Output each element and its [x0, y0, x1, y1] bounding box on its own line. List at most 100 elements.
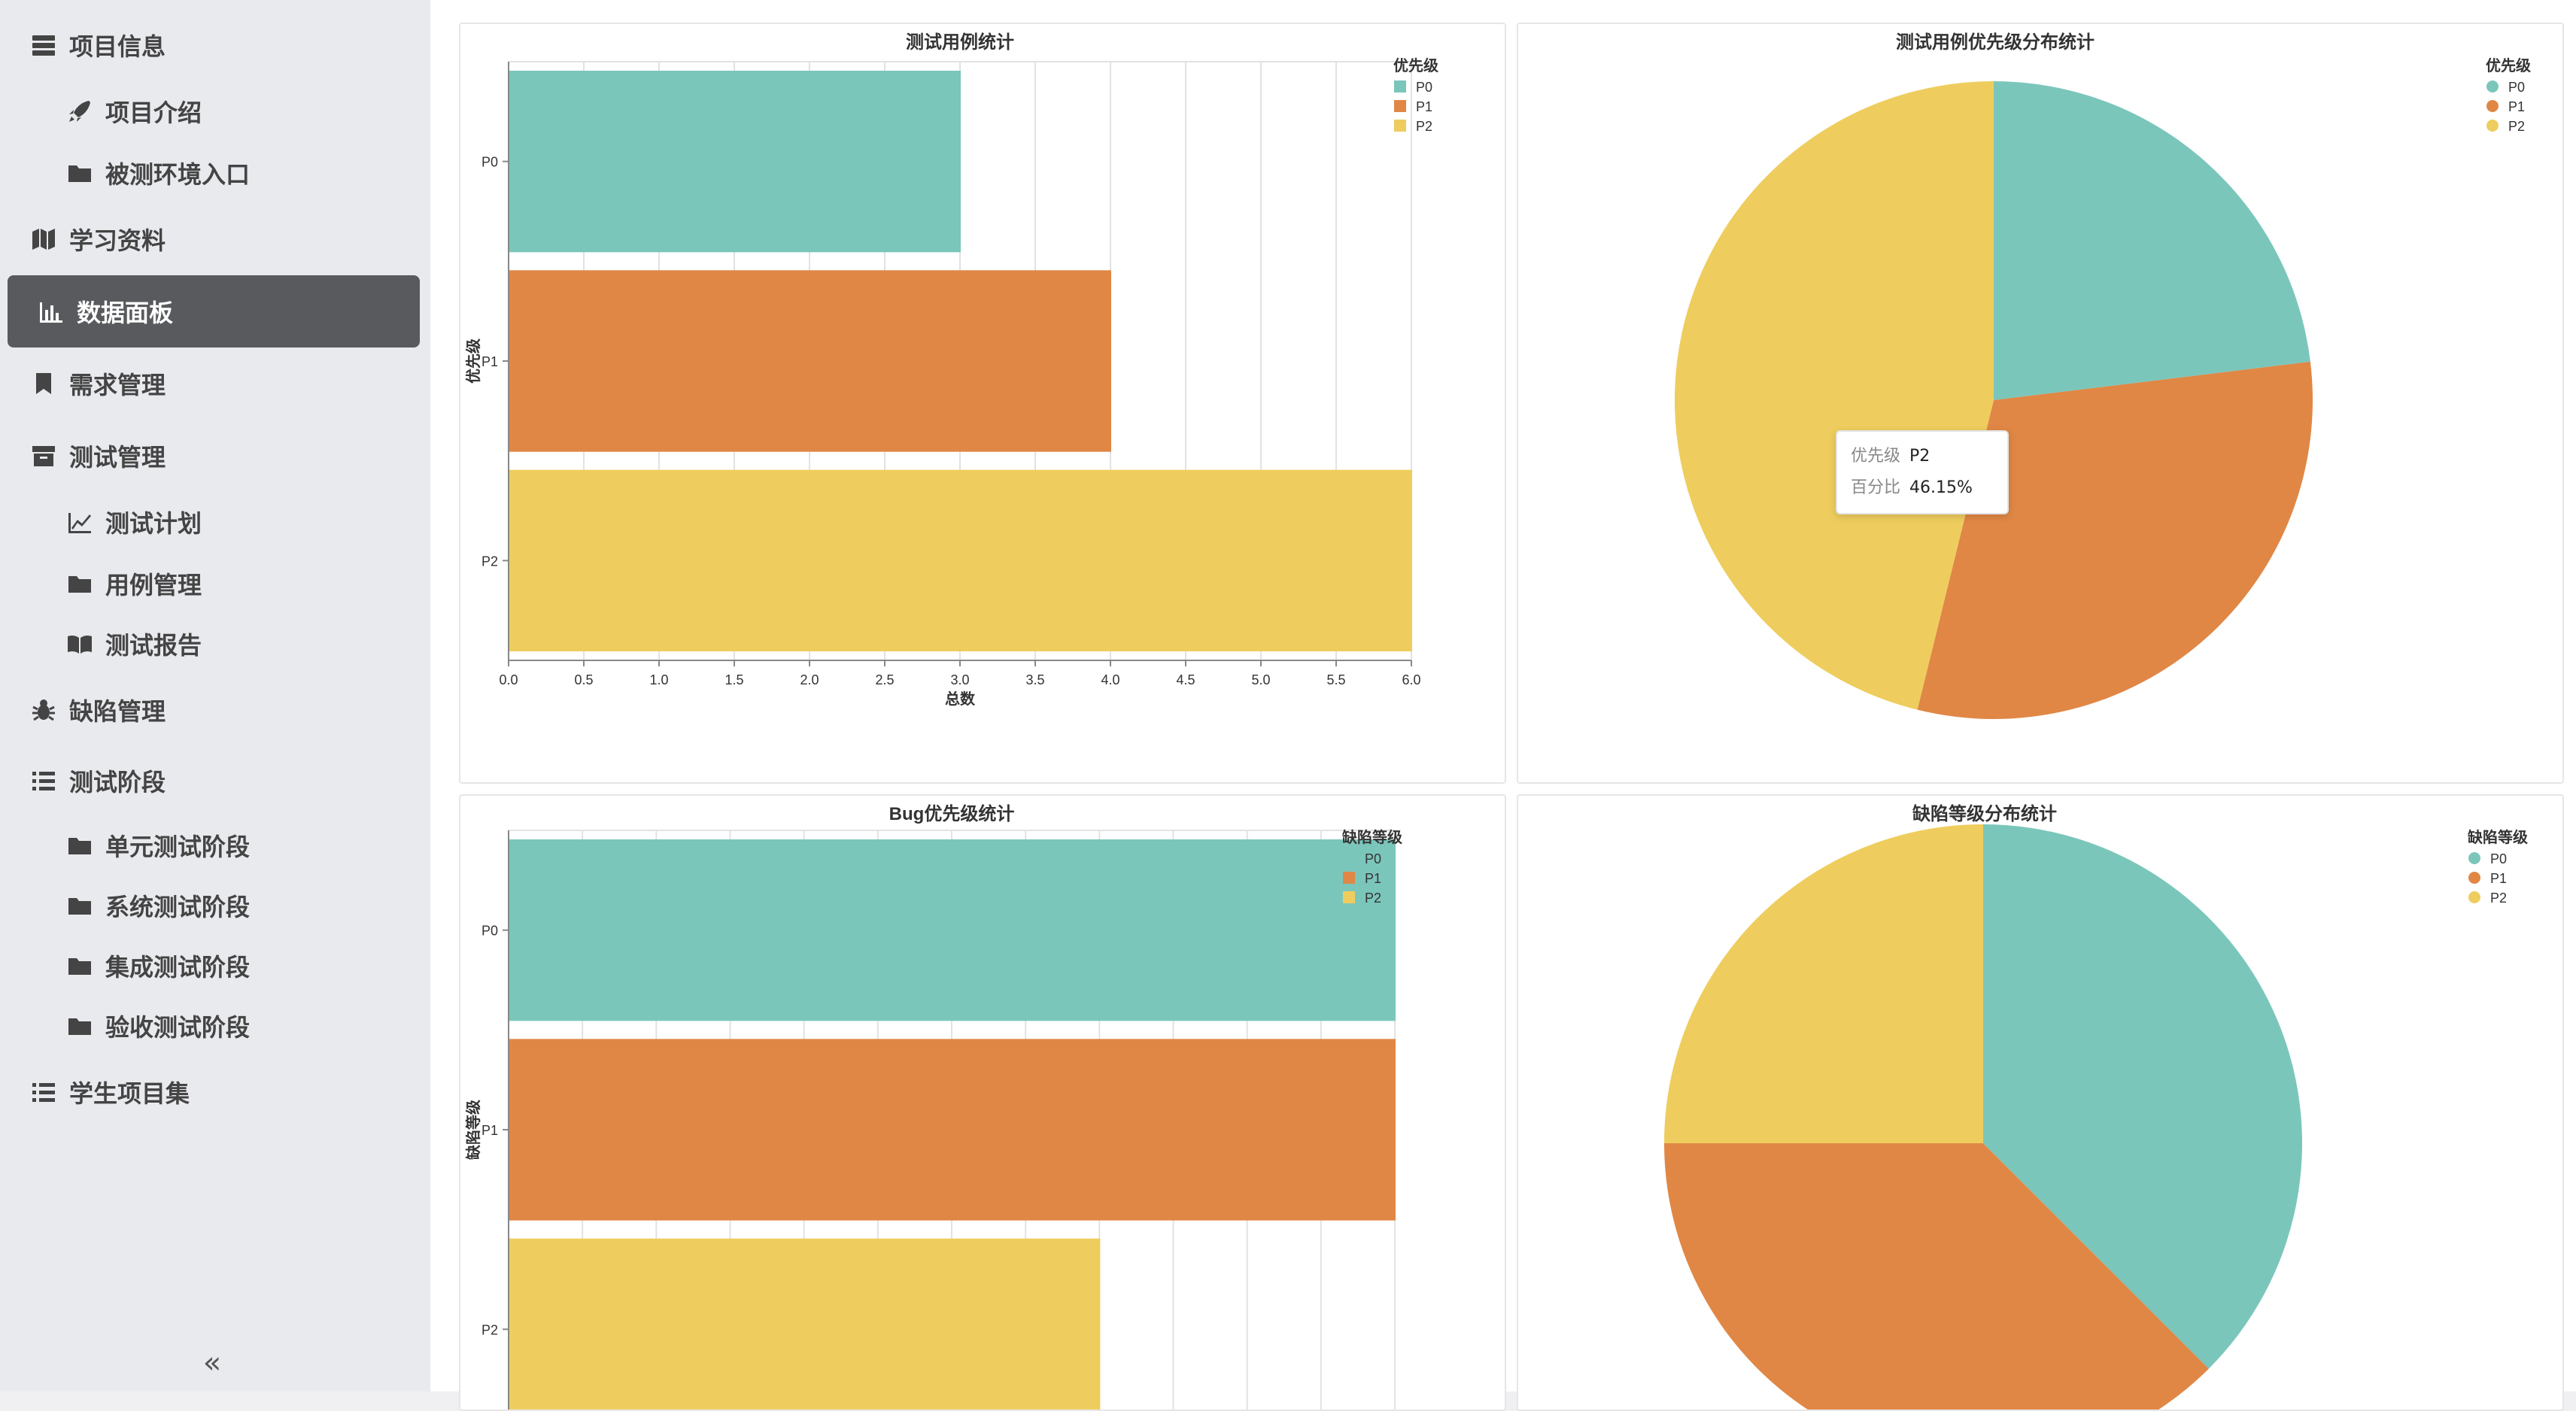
x-axis-label: 总数 [945, 690, 976, 708]
sidebar-item-11[interactable]: 测试阶段 [0, 751, 430, 811]
sidebar-item-16[interactable]: 学生项目集 [0, 1062, 430, 1122]
sidebar-item-label: 被测环境入口 [105, 160, 251, 189]
testcase-priority-pie-card: 测试用例优先级分布统计 优先级 P0 P1 P2 [1517, 23, 2564, 784]
pie-slice-p2[interactable] [1675, 81, 1994, 710]
legend-title: 缺陷等级 [1342, 828, 1402, 846]
bug-bar-chart-card: Bug优先级统计 P0 P1 P2 缺陷等级 缺陷等级 P0 P1 P2 [459, 794, 1506, 1411]
folder-icon [66, 892, 93, 919]
sidebar-item-14[interactable]: 集成测试阶段 [0, 936, 430, 996]
legend-swatch-p2 [1394, 120, 1406, 132]
bar-p0[interactable] [509, 839, 1396, 1021]
x-tick-label: 2.5 [875, 672, 894, 687]
bar-p1[interactable] [509, 270, 1111, 452]
sidebar-item-label: 项目介绍 [105, 99, 202, 127]
sidebar-item-2[interactable]: 被测环境入口 [0, 143, 430, 203]
sidebar: 项目信息 项目介绍 被测环境入口 学习资料 数据面板 需求管理 测试管理 测试计划 用例管理 测试… [0, 0, 430, 1391]
list-icon [30, 767, 57, 794]
sidebar-item-label: 学习资料 [69, 226, 166, 255]
sidebar-item-10[interactable]: 缺陷管理 [0, 680, 430, 740]
sidebar-item-12[interactable]: 单元测试阶段 [0, 815, 430, 875]
pie-slice-p2[interactable] [1664, 824, 1983, 1143]
sidebar-item-label: 集成测试阶段 [105, 953, 251, 982]
pie-slice-p1[interactable] [1664, 1143, 2209, 1409]
y-tick-label: P1 [481, 354, 498, 369]
bar-chart-icon [38, 298, 65, 325]
sidebar-item-15[interactable]: 验收测试阶段 [0, 996, 430, 1056]
bar-p2[interactable] [509, 469, 1412, 651]
legend-title: 缺陷等级 [2468, 828, 2528, 846]
sidebar-item-label: 系统测试阶段 [105, 893, 251, 921]
folder-icon [66, 1012, 93, 1039]
bar-p2[interactable] [509, 1238, 1101, 1409]
x-tick-label: 1.0 [649, 672, 668, 687]
archive-icon [30, 442, 57, 469]
rocket-icon [66, 98, 93, 125]
y-tick-label: P0 [481, 924, 498, 939]
legend-label-p1: P1 [2490, 871, 2507, 886]
legend-swatch-p1 [1394, 100, 1406, 112]
chart-title: 缺陷等级分布统计 [1912, 803, 2057, 824]
legend-swatch-p1 [2468, 872, 2480, 884]
line-chart-icon [66, 508, 93, 536]
y-tick-label: P1 [481, 1123, 498, 1138]
chart-title: 测试用例统计 [906, 32, 1014, 53]
sidebar-item-0[interactable]: 项目信息 [0, 15, 430, 75]
x-tick-label: 5.0 [1251, 672, 1270, 687]
tooltip-value-priority: P2 [1909, 447, 1930, 466]
chart-title: 测试用例优先级分布统计 [1896, 32, 2095, 53]
legend-title: 优先级 [1393, 56, 1438, 74]
map-icon [30, 226, 57, 253]
y-axis-label: 缺陷等级 [464, 1100, 482, 1160]
bar-p1[interactable] [509, 1039, 1396, 1221]
y-axis-label: 优先级 [464, 338, 482, 384]
pie-tooltip: 优先级 P2 百分比 46.15% [1836, 430, 2009, 514]
legend-swatch-p1 [1343, 872, 1355, 884]
legend-swatch-p2 [2486, 120, 2499, 132]
sidebar-item-label: 需求管理 [69, 371, 166, 399]
sidebar-item-7[interactable]: 测试计划 [0, 492, 430, 552]
pie-slice-p0[interactable] [1994, 81, 2310, 400]
legend-swatch-p0 [2468, 852, 2480, 864]
bookmark-icon [30, 370, 57, 397]
legend-label-p2: P2 [2508, 119, 2525, 134]
folder-icon [66, 159, 93, 187]
x-tick-label: 5.5 [1326, 672, 1345, 687]
folder-icon [66, 832, 93, 859]
bar-p0[interactable] [509, 71, 961, 253]
sidebar-item-9[interactable]: 测试报告 [0, 614, 430, 674]
bug-icon [30, 696, 57, 724]
legend-label-p1: P1 [1416, 99, 1432, 114]
x-tick-label: 3.5 [1025, 672, 1044, 687]
collapse-sidebar-button[interactable]: « [196, 1346, 229, 1379]
sidebar-item-4[interactable]: 数据面板 [8, 275, 420, 347]
pie-slice-p0[interactable] [1983, 824, 2302, 1369]
y-tick-label: P2 [481, 554, 498, 569]
sidebar-item-13[interactable]: 系统测试阶段 [0, 875, 430, 936]
legend-label-p0: P0 [2490, 851, 2507, 866]
legend-swatch-p2 [2468, 891, 2480, 903]
testcase-bar-chart-card: 测试用例统计 0.0 0.5 1.0 1.5 2.0 2.5 3.0 3.5 4.0 4.5 5.0 5… [459, 23, 1506, 784]
folder-icon [66, 570, 93, 597]
sidebar-item-1[interactable]: 项目介绍 [0, 81, 430, 141]
sidebar-item-label: 单元测试阶段 [105, 833, 251, 861]
legend-label-p2: P2 [2490, 891, 2507, 906]
sidebar-item-label: 验收测试阶段 [105, 1013, 251, 1042]
legend-swatch-p2 [1343, 891, 1355, 903]
legend-title: 优先级 [2486, 56, 2531, 74]
tooltip-value-percent: 46.15% [1909, 478, 1973, 497]
sidebar-item-label: 学生项目集 [69, 1079, 190, 1108]
x-tick-label: 0.0 [499, 672, 518, 687]
sidebar-item-3[interactable]: 学习资料 [0, 209, 430, 269]
sidebar-item-6[interactable]: 测试管理 [0, 426, 430, 486]
tooltip-key-priority: 优先级 [1851, 447, 1901, 466]
x-tick-label: 1.5 [724, 672, 743, 687]
book-icon [66, 630, 93, 657]
sidebar-item-5[interactable]: 需求管理 [0, 354, 430, 414]
sidebar-item-8[interactable]: 用例管理 [0, 554, 430, 614]
pie-slice-p1[interactable] [1917, 361, 2313, 719]
x-tick-label: 6.0 [1402, 672, 1420, 687]
legend-label-p0: P0 [1365, 851, 1381, 866]
legend-label-p0: P0 [1416, 80, 1432, 95]
